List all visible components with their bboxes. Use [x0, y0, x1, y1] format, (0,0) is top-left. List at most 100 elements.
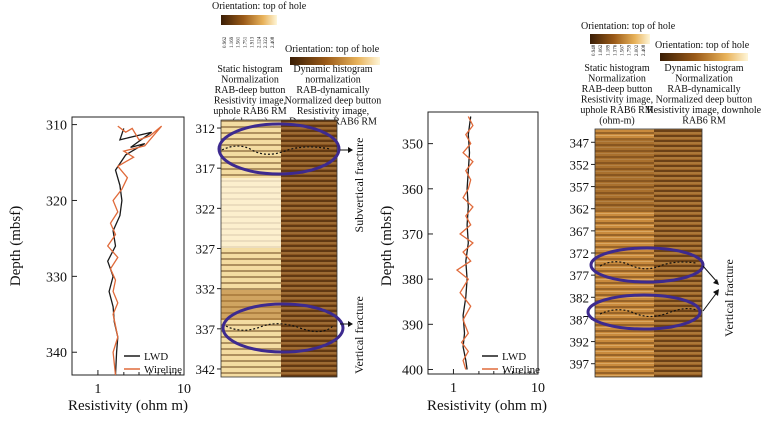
right-arrowhead-lower	[713, 289, 719, 296]
y-tick-label: 350	[402, 138, 423, 153]
legend-label-wireline: Wireline	[144, 364, 182, 376]
dynamic-caption-line: Dynamic histogram	[664, 63, 743, 74]
static-caption-line: Static histogram	[584, 63, 649, 74]
left-log-panel: 310 320 330 340 1 10 Depth (mbsf) Resistivit…	[8, 116, 191, 414]
image-y-tick-label: 322	[196, 201, 216, 216]
image-y-tick-label: 372	[570, 246, 590, 261]
static-caption-line: Static histogram	[217, 64, 282, 75]
left-image-y-ticks: 312 317 322 327 332 337 342	[196, 121, 221, 377]
right-dynamic-texture	[654, 129, 702, 377]
left-log-frame	[71, 116, 185, 376]
left-dynamic-caption: Dynamic histogramnormalizationRAB-dynami…	[285, 64, 382, 128]
right-log-series	[455, 116, 474, 370]
y-tick-label: 390	[402, 318, 423, 333]
dynamic-caption-line: Resistivity image,	[297, 106, 369, 117]
static-caption-line: Normalization	[221, 75, 279, 86]
colorbar-tick-label: 1.759	[628, 44, 633, 56]
colorbar-tick-label: 1.751	[244, 36, 249, 48]
right-log-x-ticks: 1 10	[450, 369, 545, 396]
colorbar-tick-label: 1.169	[230, 36, 235, 48]
y-tick-label: 360	[402, 183, 423, 198]
x-tick-label: 10	[531, 381, 545, 396]
left-fracture-ellipse-upper	[217, 122, 341, 176]
series-line-wireline	[106, 125, 163, 376]
image-y-tick-label: 342	[196, 362, 216, 377]
dynamic-caption-line: Dynamic histogram	[293, 64, 372, 75]
left-log-ylabel: Depth (mbsf)	[8, 206, 24, 286]
y-tick-label: 370	[402, 228, 423, 243]
left-dynamic-colorbar	[290, 57, 380, 65]
right-dynamic-colorbar	[660, 53, 748, 61]
image-y-tick-label: 312	[196, 121, 216, 136]
colorbar-tick-label: 2.124	[257, 36, 262, 48]
colorbar-tick-label: 1.567	[621, 44, 626, 56]
right-annotation-vertical: Vertical fracture	[722, 259, 736, 337]
left-image-panel: Orientation: top of hole 0.962 1.169 1.561…	[196, 1, 382, 378]
right-fracture-ellipse-upper	[589, 246, 705, 284]
y-tick-label: 330	[46, 270, 67, 285]
left-log-xlabel: Resistivity (ohm m)	[68, 398, 188, 414]
dynamic-caption-line: Normalized deep button	[656, 95, 753, 106]
left-static-colorbar	[221, 15, 277, 25]
left-log-x-ticks: 1 10	[94, 370, 191, 397]
image-y-tick-label: 332	[196, 282, 216, 297]
left-orientation-label: Orientation: top of hole	[212, 1, 307, 12]
colorbar-tick-label: 1.561	[237, 36, 242, 48]
right-log-ylabel: Depth (mbsf)	[379, 206, 395, 286]
right-log-y-ticks: 350 360 370 380 390 400	[402, 138, 433, 378]
image-y-tick-label: 327	[196, 242, 216, 257]
image-y-tick-label: 392	[570, 335, 590, 350]
right-log-xlabel: Resistivity (ohm m)	[427, 398, 547, 414]
series-line-lwd	[106, 128, 152, 376]
right-dynamic-orientation-label: Orientation: top of hole	[655, 40, 750, 51]
dynamic-caption-line: normalization	[305, 75, 361, 86]
right-log-panel: 350 360 370 380 390 400 1 10 Depth (mbsf) Resi…	[379, 111, 547, 414]
static-caption-line: Resistivity image,	[581, 95, 653, 106]
image-y-tick-label: 377	[570, 268, 590, 283]
image-y-tick-label: 352	[570, 157, 590, 172]
right-arrowhead-upper	[713, 279, 719, 285]
series-line-wireline	[455, 116, 474, 370]
dynamic-caption-line: Normalized deep button	[285, 96, 382, 107]
image-y-tick-label: 337	[196, 322, 216, 337]
colorbar-tick-label: 0.962	[223, 36, 228, 48]
colorbar-tick-label: 2.408	[642, 44, 647, 56]
static-caption-line: uphole RAB6 RM	[213, 106, 286, 117]
left-log-y-ticks: 310 320 330 340	[46, 119, 77, 361]
left-arrowhead-lower	[348, 321, 353, 327]
legend-label-wireline-right: Wireline	[502, 364, 540, 376]
left-dynamic-orientation-label: Orientation: top of hole	[285, 44, 380, 55]
colorbar-tick-label: 1.189	[606, 44, 611, 56]
image-y-tick-label: 397	[570, 357, 590, 372]
colorbar-tick-label: 1.376	[613, 44, 618, 56]
colorbar-tick-label: 0.948	[592, 44, 597, 56]
legend-label-lwd-right: LWD	[502, 351, 526, 363]
right-dynamic-caption: Dynamic histogramNormalizationRAB-dynami…	[647, 63, 762, 127]
right-log-legend: LWD Wireline	[482, 351, 540, 376]
left-log-series	[106, 125, 163, 376]
right-arrow-lower	[702, 290, 719, 312]
static-caption-line: Normalization	[588, 74, 646, 85]
y-tick-label: 400	[402, 363, 423, 378]
x-tick-label: 1	[94, 382, 101, 397]
y-tick-label: 310	[46, 119, 67, 134]
x-tick-label: 10	[177, 382, 191, 397]
y-tick-label: 380	[402, 273, 423, 288]
right-image-panel: Orientation: top of hole 0.948 1.062 1.189…	[570, 21, 762, 378]
dynamic-caption-line: RAB-dynamically	[667, 84, 740, 95]
static-caption-line: RAB-deep button	[215, 85, 286, 96]
colorbar-tick-label: 2.322	[264, 36, 269, 48]
y-tick-label: 320	[46, 194, 67, 209]
right-arrow-upper	[702, 265, 719, 284]
static-caption-line: uphole RAB6 RM	[580, 105, 653, 116]
image-y-tick-label: 362	[570, 202, 590, 217]
image-y-tick-label: 387	[570, 312, 590, 327]
colorbar-tick-label: 1.913	[250, 36, 255, 48]
left-annotation-subvertical: Subvertical fracture	[352, 138, 366, 233]
right-fracture-ellipse-lower	[586, 293, 702, 331]
right-image-y-ticks: 347 352 357 362 367 372 377 382 387 392 397	[570, 135, 595, 372]
right-log-frame	[427, 111, 539, 375]
